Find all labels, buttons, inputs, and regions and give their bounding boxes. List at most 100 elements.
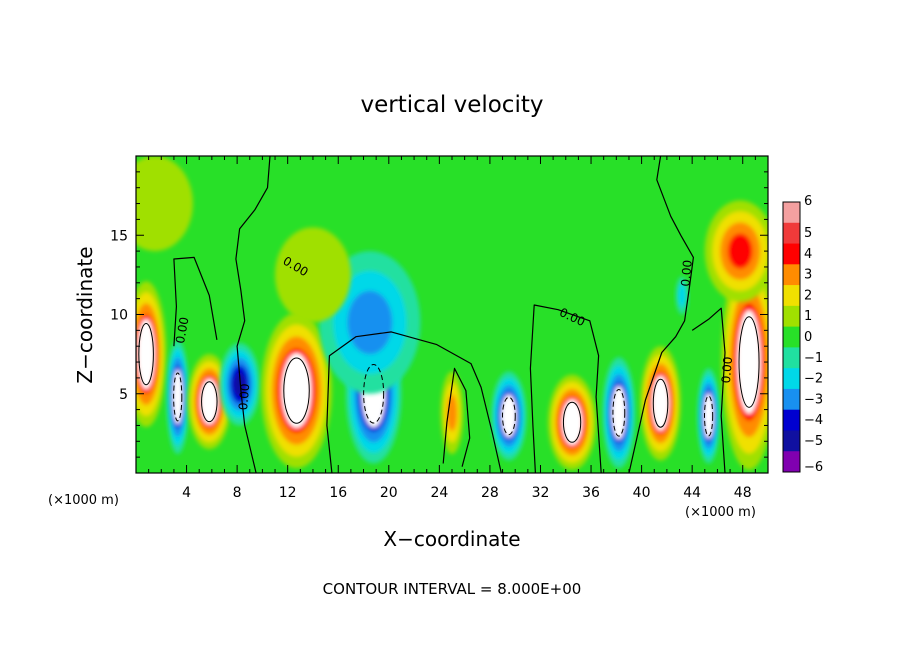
velocity-core xyxy=(737,310,761,414)
velocity-core xyxy=(652,375,670,431)
colorbar-swatch xyxy=(783,305,800,328)
zero-contour-line xyxy=(529,304,602,473)
zero-contour-line xyxy=(628,156,694,473)
velocity-ring xyxy=(275,227,351,323)
positive-contour xyxy=(283,357,310,424)
x-axis-unit-right: (×1000 m) xyxy=(685,505,756,520)
colorbar-swatch xyxy=(783,222,800,244)
colorbar-label: 6 xyxy=(804,194,812,209)
contour-interval-footer: CONTOUR INTERVAL = 8.000E+00 xyxy=(323,580,582,598)
negative-contour xyxy=(173,372,183,422)
zero-contour-line xyxy=(442,367,471,467)
x-tick-label: 40 xyxy=(633,485,651,501)
colorbar-swatch xyxy=(783,388,800,411)
negative-contour xyxy=(703,395,714,437)
velocity-ring xyxy=(347,290,393,355)
colorbar-label: 0 xyxy=(804,330,812,345)
positive-contour xyxy=(562,401,582,443)
velocity-core xyxy=(137,319,155,390)
positive-contour xyxy=(652,378,669,428)
velocity-field xyxy=(136,156,768,470)
colorbar-label: −5 xyxy=(804,434,823,449)
y-axis-label: Z−coordinate xyxy=(73,246,97,383)
colorbar-label: 4 xyxy=(804,247,812,262)
velocity-ring xyxy=(233,372,246,397)
x-tick-label: 28 xyxy=(481,485,499,501)
velocity-core xyxy=(172,369,183,425)
contour-label: 0.00 xyxy=(678,259,694,287)
x-axis-unit-left: (×1000 m) xyxy=(48,493,119,508)
colorbar-swatch xyxy=(783,285,800,307)
x-axis-ticks: 4 8 12 16 20 24 28 32 36 40 44 48 xyxy=(148,156,756,501)
velocity-cell-updraft xyxy=(548,374,597,470)
velocity-core xyxy=(200,378,219,425)
colorbar-label: 2 xyxy=(804,288,812,303)
velocity-cell-updraft xyxy=(136,281,167,428)
y-tick-label: 15 xyxy=(110,228,128,244)
colorbar-frame xyxy=(782,201,801,473)
x-axis-label: X−coordinate xyxy=(383,527,520,551)
y-axis-ticks: 5 10 15 xyxy=(110,171,768,458)
velocity-cell-updraft xyxy=(275,227,351,323)
colorbar-label: −6 xyxy=(804,460,823,475)
contour-label: 0.00 xyxy=(719,356,735,384)
velocity-ring xyxy=(136,156,193,252)
zero-contour-line xyxy=(326,331,502,473)
x-tick-label: 24 xyxy=(430,485,448,501)
zero-contour-line xyxy=(691,307,726,473)
colorbar-label: −2 xyxy=(804,372,823,387)
contour-label: 0.00 xyxy=(236,383,252,411)
velocity-core xyxy=(561,399,583,446)
velocity-ring xyxy=(727,233,753,269)
y-tick-label: 10 xyxy=(110,308,128,324)
colorbar-swatch xyxy=(783,243,800,265)
velocity-cell-downdraft xyxy=(491,371,527,461)
colorbar-swatch xyxy=(783,264,800,286)
velocity-core xyxy=(703,393,714,439)
x-tick-label: 32 xyxy=(532,485,550,501)
colorbar-label: −1 xyxy=(804,351,823,366)
x-tick-label: 44 xyxy=(683,485,701,501)
velocity-ring xyxy=(678,283,686,308)
contour-label: 0.00 xyxy=(173,316,191,345)
negative-contour xyxy=(363,363,385,424)
zero-contour-line xyxy=(173,256,218,347)
positive-contour xyxy=(201,381,218,423)
colorbar-swatch xyxy=(783,202,800,224)
colorbar-label: −3 xyxy=(804,392,823,407)
x-tick-label: 4 xyxy=(182,485,191,501)
x-tick-label: 36 xyxy=(582,485,600,501)
colorbar-swatch xyxy=(783,347,800,369)
colorbar-label: 1 xyxy=(804,309,812,324)
positive-contour xyxy=(738,316,760,408)
colorbar-swatch xyxy=(783,326,800,348)
velocity-core xyxy=(281,353,312,428)
colorbar-swatch xyxy=(783,368,800,390)
chart-title: vertical velocity xyxy=(361,92,544,118)
velocity-cell-downdraft xyxy=(166,339,190,454)
x-tick-label: 12 xyxy=(279,485,297,501)
velocity-cell-updraft xyxy=(440,371,464,454)
x-tick-label: 8 xyxy=(233,485,242,501)
velocity-cell-downdraft xyxy=(675,276,689,315)
velocity-cell-updraft xyxy=(704,200,768,302)
negative-contour xyxy=(612,388,626,437)
velocity-cell-downdraft xyxy=(602,357,636,469)
velocity-core xyxy=(501,394,517,438)
colorbar-swatch xyxy=(783,430,800,452)
colorbar-label: 5 xyxy=(804,226,812,241)
colorbar: 6 5 4 3 2 1 0 −1 −2 −3 −4 −5 −6 xyxy=(782,194,823,475)
colorbar-swatch xyxy=(783,451,800,473)
zero-contour-line xyxy=(235,156,271,473)
positive-contour xyxy=(138,323,154,386)
x-tick-label: 48 xyxy=(734,485,752,501)
negative-contour xyxy=(502,396,516,436)
velocity-cell-updraft xyxy=(136,156,193,252)
colorbar-label: 3 xyxy=(804,268,812,283)
velocity-cell-updraft xyxy=(640,346,681,461)
colorbar-label: −4 xyxy=(804,413,823,428)
y-tick-label: 5 xyxy=(119,387,128,403)
plot-area: 0.000.000.000.000.000.00 4 8 12 16 20 24 28 32 3… xyxy=(110,155,769,501)
velocity-cell-downdraft xyxy=(697,368,720,464)
